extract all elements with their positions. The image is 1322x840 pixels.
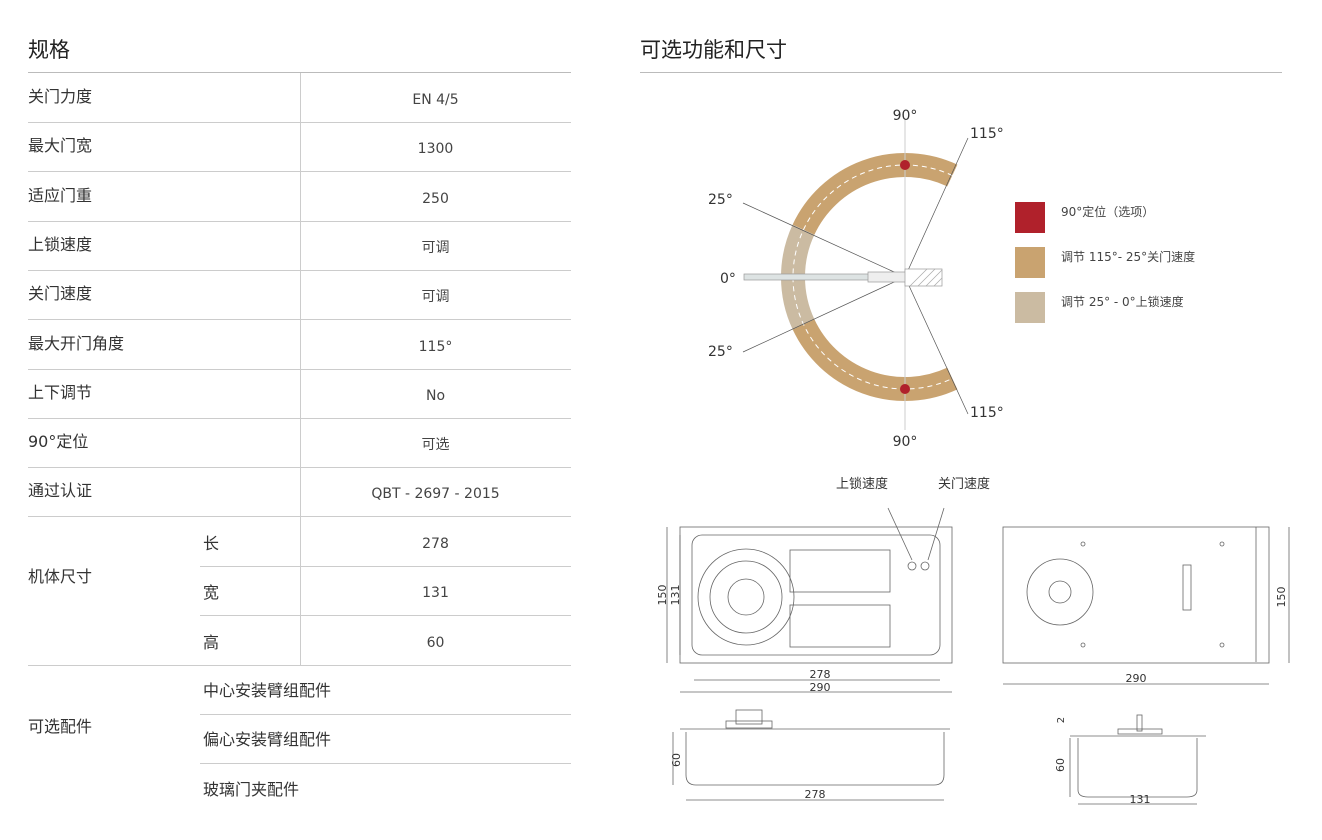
spec-value: 115° (418, 338, 453, 355)
size-label: 长 (203, 534, 220, 553)
spec-label: 上下调节 (28, 382, 93, 402)
spec-label: 最大开门角度 (28, 333, 125, 353)
spec-label: 关门速度 (28, 284, 93, 304)
features-title: 可选功能和尺寸 (640, 38, 787, 62)
row-divider (28, 171, 571, 173)
accessory-item: 偏心安装臂组配件 (203, 730, 332, 750)
row-divider (28, 368, 571, 370)
divider (28, 72, 571, 73)
row-divider (200, 763, 571, 765)
angle-label: 90° (893, 108, 918, 124)
spec-label: 适应门重 (28, 185, 93, 205)
svg-text:278: 278 (810, 668, 831, 681)
size-value: 278 (422, 536, 449, 552)
spec-label: 最大门宽 (28, 136, 93, 156)
close-speed-arc (792, 153, 958, 236)
svg-text:131: 131 (1130, 793, 1151, 806)
spec-label: 机体尺寸 (28, 567, 93, 586)
legend-swatch (1015, 202, 1045, 233)
svg-text:290: 290 (810, 681, 831, 694)
legend-swatch (1015, 292, 1045, 323)
svg-text:290: 290 (1126, 672, 1147, 685)
accessory-item: 中心安装臂组配件 (203, 681, 332, 700)
spec-label: 通过认证 (28, 481, 93, 501)
row-divider (28, 220, 571, 222)
svg-text:278: 278 (805, 788, 826, 801)
angle-label: 115° (970, 405, 1004, 421)
row-divider (28, 467, 571, 469)
angle-label: 25° (708, 344, 733, 360)
accessory-item: 玻璃门夹配件 (203, 779, 300, 799)
row-divider (28, 664, 571, 666)
size-label: 高 (203, 632, 220, 652)
size-label: 宽 (203, 583, 220, 603)
row-divider (28, 269, 571, 271)
row-divider (28, 122, 571, 123)
spec-value: 可调 (421, 289, 450, 306)
close-speed-label: 关门速度 (938, 476, 990, 492)
spec-value: No (425, 387, 446, 404)
svg-text:150: 150 (656, 585, 669, 606)
spec-value: 可选 (421, 437, 450, 454)
spec-value: QBT - 2697 - 2015 (371, 486, 500, 503)
legend-label: 90°定位（选项） (1061, 204, 1154, 219)
spec-value: 1300 (417, 141, 454, 158)
angle-label: 90° (893, 434, 918, 450)
angle-label: 25° (708, 192, 733, 208)
angle-label: 0° (720, 271, 736, 287)
size-value: 131 (422, 585, 449, 602)
spec-label: 90°定位 (28, 432, 89, 452)
spec-value: 可调 (421, 239, 450, 256)
dashed-path (792, 164, 953, 390)
legend-label: 调节 115°- 25°关门速度 (1061, 249, 1195, 264)
angle-label: 115° (970, 126, 1004, 142)
spec-value: EN 4/5 (412, 92, 459, 108)
svg-text:60: 60 (670, 753, 683, 767)
row-divider (28, 417, 571, 419)
technical-drawings: 上锁速度 关门速度 278 290 150 131 290 150 278 60… (656, 476, 1290, 806)
size-value: 60 (426, 634, 445, 651)
row-divider (200, 566, 571, 567)
row-divider (28, 319, 571, 321)
spec-label: 可选配件 (28, 717, 93, 736)
row-divider (200, 714, 571, 715)
spec-label: 关门力度 (28, 87, 93, 106)
svg-text:2: 2 (1056, 717, 1067, 723)
row-divider (200, 615, 571, 617)
row-divider (28, 516, 571, 518)
divider (640, 72, 1282, 73)
close-speed-arc (792, 318, 958, 401)
legend-swatch (1015, 247, 1045, 278)
spec-value: 250 (422, 190, 449, 207)
svg-text:150: 150 (1275, 587, 1288, 608)
specs-title: 规格 (28, 38, 70, 62)
svg-text:60: 60 (1054, 758, 1067, 772)
lock-speed-label: 上锁速度 (836, 476, 888, 492)
spec-label: 上锁速度 (28, 234, 93, 254)
legend-label: 调节 25° - 0°上锁速度 (1061, 294, 1184, 309)
svg-text:131: 131 (669, 585, 682, 606)
